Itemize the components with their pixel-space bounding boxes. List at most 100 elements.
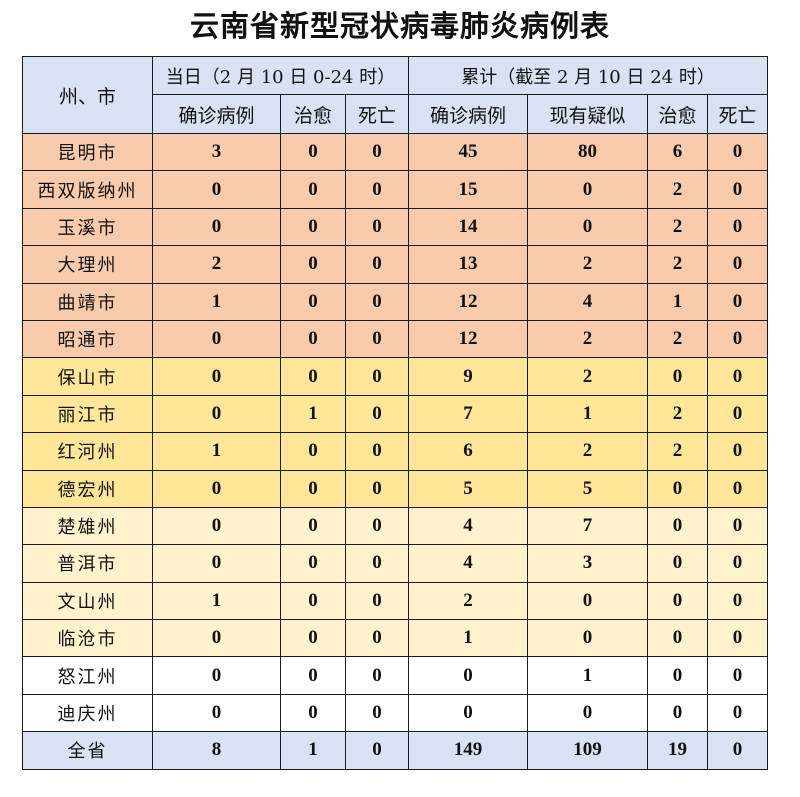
cum-confirmed-cell: 15 xyxy=(408,170,529,209)
daily-deaths-cell: 0 xyxy=(344,207,410,247)
table-row: 文山州 1 0 0 2 0 0 0 xyxy=(22,581,769,621)
region-header: 州、市 xyxy=(22,56,153,134)
region-name: 楚雄州 xyxy=(22,506,153,546)
daily-cured-cell: 1 xyxy=(280,731,346,770)
cum-deaths-cell: 0 xyxy=(707,506,769,546)
daily-confirmed-cell: 0 xyxy=(152,619,281,658)
cum-cured-header: 治愈 xyxy=(647,94,709,134)
daily-confirmed-cell: 0 xyxy=(152,170,281,209)
cum-deaths-cell: 0 xyxy=(707,357,769,396)
daily-confirmed-cell: 0 xyxy=(152,394,281,434)
cum-cured-cell: 0 xyxy=(647,656,709,695)
cum-deaths-cell: 0 xyxy=(707,245,769,284)
cum-deaths-cell: 0 xyxy=(707,319,769,359)
daily-cured-cell: 0 xyxy=(280,319,346,359)
cum-suspected-cell: 4 xyxy=(527,282,649,321)
daily-cured-cell: 0 xyxy=(280,544,346,583)
cum-confirmed-cell: 7 xyxy=(408,394,529,434)
cum-confirmed-cell: 45 xyxy=(408,132,529,172)
daily-deaths-cell: 0 xyxy=(344,394,410,434)
cum-suspected-cell: 0 xyxy=(527,170,649,209)
cum-deaths-cell: 0 xyxy=(707,693,769,733)
cum-cured-cell: 0 xyxy=(647,506,709,546)
cum-suspected-cell: 3 xyxy=(527,544,649,583)
daily-cured-cell: 0 xyxy=(280,432,346,471)
daily-confirmed-cell: 0 xyxy=(152,207,281,247)
region-name: 大理州 xyxy=(22,245,153,284)
daily-confirmed-cell: 1 xyxy=(152,432,281,471)
total-row: 全省 8 1 0 149 109 19 0 xyxy=(22,731,769,770)
cum-confirmed-cell: 2 xyxy=(408,581,529,621)
daily-confirmed-cell: 2 xyxy=(152,245,281,284)
region-name: 德宏州 xyxy=(22,469,153,508)
cum-confirmed-cell: 12 xyxy=(408,282,529,321)
cum-suspected-cell: 2 xyxy=(527,357,649,396)
table-row: 怒江州 0 0 0 0 1 0 0 xyxy=(22,656,769,695)
daily-confirmed-cell: 0 xyxy=(152,693,281,733)
daily-cured-cell: 0 xyxy=(280,207,346,247)
cum-suspected-cell: 2 xyxy=(527,432,649,471)
table-row: 曲靖市 1 0 0 12 4 1 0 xyxy=(22,282,769,321)
cum-confirmed-cell: 4 xyxy=(408,544,529,583)
table-row: 丽江市 0 1 0 7 1 2 0 xyxy=(22,394,769,434)
cum-confirmed-cell: 0 xyxy=(408,693,529,733)
daily-cured-cell: 0 xyxy=(280,245,346,284)
cum-confirmed-cell: 4 xyxy=(408,506,529,546)
cum-suspected-cell: 0 xyxy=(527,581,649,621)
table-row: 临沧市 0 0 0 1 0 0 0 xyxy=(22,619,769,658)
cum-confirmed-cell: 6 xyxy=(408,432,529,471)
daily-deaths-cell: 0 xyxy=(344,357,410,396)
cum-suspected-cell: 1 xyxy=(527,656,649,695)
daily-confirmed-header: 确诊病例 xyxy=(152,94,281,134)
cum-suspected-cell: 7 xyxy=(527,506,649,546)
table-row: 大理州 2 0 0 13 2 2 0 xyxy=(22,245,769,284)
daily-deaths-cell: 0 xyxy=(344,170,410,209)
cum-cured-cell: 2 xyxy=(647,170,709,209)
cum-confirmed-cell: 5 xyxy=(408,469,529,508)
cum-cured-cell: 2 xyxy=(647,319,709,359)
case-table: 州、市 当日（2 月 10 日 0-24 时） 累计（截至 2 月 10 日 2… xyxy=(22,56,769,770)
daily-deaths-cell: 0 xyxy=(344,469,410,508)
table-row: 昭通市 0 0 0 12 2 2 0 xyxy=(22,319,769,359)
region-name: 文山州 xyxy=(22,581,153,621)
daily-confirmed-cell: 1 xyxy=(152,282,281,321)
cum-cured-cell: 2 xyxy=(647,245,709,284)
region-name: 临沧市 xyxy=(22,619,153,658)
cum-cured-cell: 19 xyxy=(647,731,709,770)
cum-confirmed-cell: 14 xyxy=(408,207,529,247)
cum-confirmed-header: 确诊病例 xyxy=(408,94,529,134)
daily-cured-header: 治愈 xyxy=(280,94,346,134)
table-row: 昆明市 3 0 0 45 80 6 0 xyxy=(22,132,769,172)
daily-deaths-cell: 0 xyxy=(344,731,410,770)
cum-confirmed-cell: 149 xyxy=(408,731,529,770)
cum-deaths-cell: 0 xyxy=(707,282,769,321)
cum-suspected-cell: 5 xyxy=(527,469,649,508)
daily-confirmed-cell: 0 xyxy=(152,656,281,695)
daily-confirmed-cell: 0 xyxy=(152,469,281,508)
daily-cured-cell: 0 xyxy=(280,506,346,546)
daily-confirmed-cell: 8 xyxy=(152,731,281,770)
cum-cured-cell: 2 xyxy=(647,394,709,434)
cum-deaths-cell: 0 xyxy=(707,207,769,247)
daily-deaths-cell: 0 xyxy=(344,319,410,359)
cum-cured-cell: 0 xyxy=(647,619,709,658)
cum-deaths-cell: 0 xyxy=(707,731,769,770)
table-row: 西双版纳州 0 0 0 15 0 2 0 xyxy=(22,170,769,209)
daily-deaths-cell: 0 xyxy=(344,245,410,284)
region-name: 红河州 xyxy=(22,432,153,471)
cum-confirmed-cell: 1 xyxy=(408,619,529,658)
table-row: 普洱市 0 0 0 4 3 0 0 xyxy=(22,544,769,583)
daily-confirmed-cell: 0 xyxy=(152,357,281,396)
daily-confirmed-cell: 0 xyxy=(152,544,281,583)
daily-cured-cell: 0 xyxy=(280,581,346,621)
daily-cured-cell: 0 xyxy=(280,656,346,695)
daily-cured-cell: 0 xyxy=(280,693,346,733)
region-name: 全省 xyxy=(22,731,153,770)
cum-deaths-header: 死亡 xyxy=(707,94,769,134)
cum-deaths-cell: 0 xyxy=(707,170,769,209)
cum-confirmed-cell: 9 xyxy=(408,357,529,396)
daily-deaths-cell: 0 xyxy=(344,656,410,695)
daily-group-header: 当日（2 月 10 日 0-24 时） xyxy=(151,56,410,95)
cum-deaths-cell: 0 xyxy=(707,132,769,172)
daily-deaths-cell: 0 xyxy=(344,282,410,321)
